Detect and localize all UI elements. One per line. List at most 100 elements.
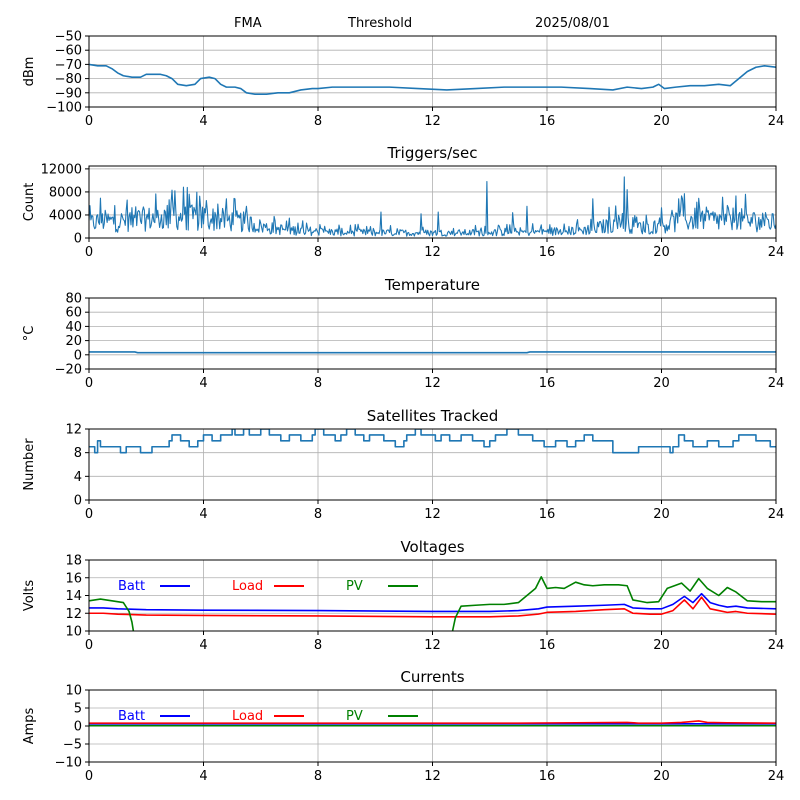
y-tick-label: 20	[65, 334, 82, 349]
x-tick-label: 4	[199, 769, 207, 784]
series-group	[89, 720, 776, 727]
series-line-main-0	[89, 176, 776, 237]
x-tick-label: 16	[539, 245, 556, 260]
x-tick-label: 8	[314, 507, 322, 522]
x-tick-label: 8	[314, 638, 322, 653]
x-tick-label: 20	[653, 507, 670, 522]
x-tick-label: 12	[424, 769, 441, 784]
header-label-threshold: Threshold	[347, 16, 412, 31]
y-tick-label: 16	[65, 571, 82, 586]
y-tick-label: 80	[65, 292, 82, 307]
x-tick-label: 4	[199, 245, 207, 260]
x-tick-label: 12	[424, 114, 441, 129]
y-tick-label: 4000	[49, 208, 82, 223]
x-tick-label: 4	[199, 376, 207, 391]
y-tick-label: 18	[65, 554, 82, 569]
y-tick-label: 12000	[41, 162, 82, 177]
legend-label-pv: PV	[346, 579, 363, 594]
y-axis-label: Number	[22, 438, 37, 491]
y-tick-label: 0	[74, 494, 82, 509]
series-line-load-1	[89, 596, 776, 618]
x-tick-label: 20	[653, 638, 670, 653]
y-axis-label: Amps	[22, 707, 37, 744]
chart-title: Voltages	[400, 538, 464, 556]
y-tick-label: 14	[65, 589, 82, 604]
legend-label-load: Load	[232, 579, 263, 594]
legend-label-batt: Batt	[118, 579, 145, 594]
header-label-date: 2025/08/01	[535, 16, 610, 31]
y-tick-label: −5	[63, 738, 82, 753]
chart-title: Triggers/sec	[387, 144, 478, 162]
x-tick-label: 4	[199, 507, 207, 522]
y-tick-label: 5	[74, 702, 82, 717]
y-axis-label: °C	[22, 326, 37, 342]
chart-panel-5: 0 4 8 12 16 20 24 10 12 14 16 18 Volts Voltages Batt Lo…	[22, 538, 784, 653]
y-axis-label: Volts	[22, 580, 37, 612]
y-tick-label: 60	[65, 306, 82, 321]
y-tick-label: 4	[74, 470, 82, 485]
series-group	[89, 429, 776, 454]
chart-panel-1: 0 4 8 12 16 20 24 −50−60−70−80−90−100 dBm	[22, 30, 784, 130]
y-tick-label: 0	[74, 720, 82, 735]
x-tick-label: 8	[314, 376, 322, 391]
x-tick-label: 24	[768, 769, 785, 784]
y-axis-label: dBm	[22, 57, 37, 87]
x-tick-label: 24	[768, 507, 785, 522]
legend-label-pv: PV	[346, 709, 363, 724]
x-tick-label: 24	[768, 245, 785, 260]
x-tick-label: 0	[85, 376, 93, 391]
x-tick-label: 0	[85, 507, 93, 522]
x-tick-label: 24	[768, 638, 785, 653]
x-tick-label: 24	[768, 114, 785, 129]
x-tick-label: 0	[85, 638, 93, 653]
y-tick-label: −80	[55, 72, 82, 87]
y-tick-label: 40	[65, 320, 82, 335]
series-group	[89, 576, 776, 631]
y-tick-label: −100	[46, 101, 82, 116]
y-tick-label: 0	[74, 232, 82, 247]
series-line-main-0	[89, 63, 776, 96]
x-tick-label: 8	[314, 769, 322, 784]
series-line-pv-3	[451, 576, 776, 631]
x-tick-label: 0	[85, 114, 93, 129]
y-tick-label: 10	[65, 684, 82, 699]
chart-panel-4: 0 4 8 12 16 20 24 0 4 8 12 Number Satellites Tracked	[22, 407, 784, 522]
chart-panel-6: 0 4 8 12 16 20 24 10 5 0 −5 −10 Amps Currents Batt Load…	[22, 668, 784, 784]
x-tick-label: 20	[653, 114, 670, 129]
y-tick-label: 0	[74, 348, 82, 363]
chart-panel-2: 0 4 8 12 16 20 24 0 4000 8000 12000 Count Triggers/s…	[22, 144, 784, 260]
series-line-main-0	[89, 351, 776, 354]
x-tick-label: 0	[85, 245, 93, 260]
x-tick-label: 16	[539, 114, 556, 129]
series-group	[89, 351, 776, 354]
header-label-fma: FMA	[234, 16, 262, 31]
x-tick-label: 24	[768, 376, 785, 391]
x-tick-label: 4	[199, 638, 207, 653]
x-tick-label: 12	[424, 507, 441, 522]
y-tick-label: −90	[55, 86, 82, 101]
x-tick-label: 16	[539, 507, 556, 522]
x-tick-label: 0	[85, 769, 93, 784]
series-line-batt-0	[89, 592, 776, 613]
y-tick-label: 12	[65, 607, 82, 622]
x-tick-label: 12	[424, 376, 441, 391]
chart-title: Satellites Tracked	[367, 407, 498, 425]
x-tick-label: 20	[653, 245, 670, 260]
x-tick-label: 8	[314, 245, 322, 260]
y-tick-label: 8	[74, 446, 82, 461]
chart-title: Temperature	[384, 276, 480, 294]
x-tick-label: 20	[653, 769, 670, 784]
series-line-pv-2	[89, 598, 135, 631]
x-tick-label: 12	[424, 638, 441, 653]
x-tick-label: 16	[539, 638, 556, 653]
legend-label-load: Load	[232, 709, 263, 724]
y-tick-label: 10	[65, 625, 82, 640]
y-tick-label: −20	[55, 363, 82, 378]
y-tick-label: −60	[55, 44, 82, 59]
legend-label-batt: Batt	[118, 709, 145, 724]
y-tick-label: 12	[65, 423, 82, 438]
series-group	[89, 176, 776, 237]
